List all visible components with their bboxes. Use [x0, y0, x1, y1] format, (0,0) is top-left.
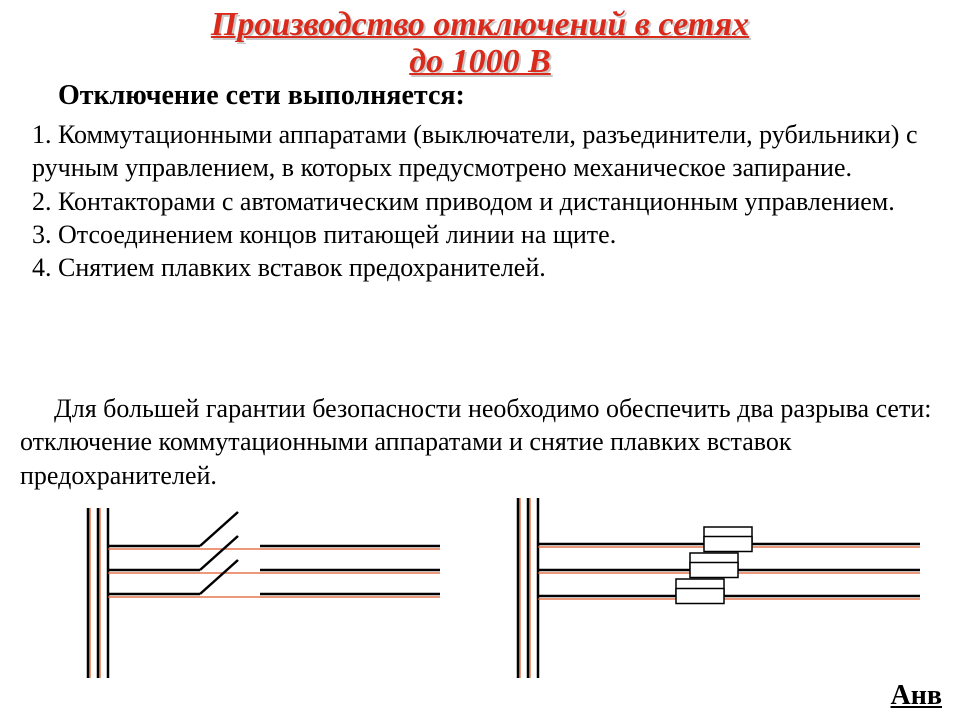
slide-subtitle: Отключение сети выполняется: [58, 80, 465, 112]
slide-title: Производство отключений в сетях до 1000 … [0, 6, 960, 81]
switch-diagram [70, 508, 450, 678]
fuse-diagram [500, 498, 930, 678]
body-note: Для большей гарантии безопасности необхо… [20, 392, 940, 492]
corner-label: Анв [891, 680, 942, 712]
body-list: 1. Коммутационными аппаратами (выключате… [32, 118, 932, 284]
